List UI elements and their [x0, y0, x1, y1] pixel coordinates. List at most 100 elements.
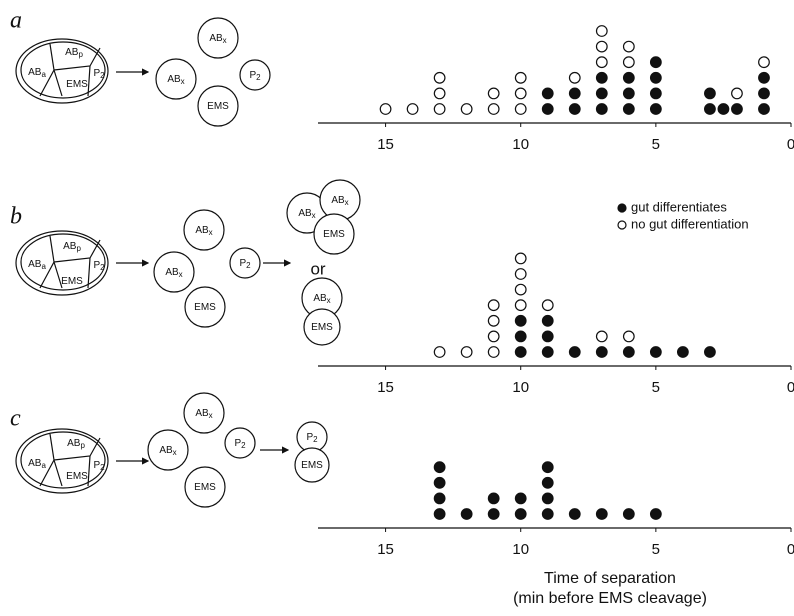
cell-name: EMS	[66, 79, 88, 90]
dot	[434, 73, 445, 84]
legend-label: no gut differentiation	[631, 216, 749, 231]
legend-label: gut differentiates	[631, 199, 727, 214]
cell-label: EMS	[323, 229, 345, 240]
dot-stack	[569, 509, 580, 520]
dot	[624, 331, 635, 342]
dot-stack	[461, 104, 472, 115]
dot-stack	[624, 347, 635, 358]
dot-stack	[461, 347, 472, 358]
dot	[488, 509, 499, 520]
dot	[515, 104, 526, 115]
cell-subscript: x	[209, 411, 213, 420]
dot	[624, 88, 635, 99]
x-tick-label: 10	[512, 379, 529, 396]
dot	[569, 347, 580, 358]
cell-subscript: x	[345, 198, 349, 207]
dot-stack	[705, 347, 716, 358]
dot	[488, 300, 499, 311]
dot-stack	[718, 104, 729, 115]
cell-label: P2	[93, 260, 105, 272]
dot	[732, 88, 743, 99]
dot	[651, 73, 662, 84]
panel-label: a	[10, 8, 22, 34]
dot	[542, 88, 553, 99]
dot	[542, 316, 553, 327]
x-axis-sublabel: (min before EMS cleavage)	[513, 590, 707, 607]
dot-stack	[624, 509, 635, 520]
dot	[434, 478, 445, 489]
dot	[597, 104, 608, 115]
cell-subscript: x	[173, 448, 177, 457]
cell-subscript: 2	[313, 435, 318, 444]
page: {"chart_data": [ {"type": "dot", "title"…	[0, 0, 794, 616]
dot	[434, 88, 445, 99]
dot-stack	[651, 509, 662, 520]
dot	[515, 284, 526, 295]
dot	[542, 104, 553, 115]
dot	[624, 41, 635, 52]
dot-stack	[434, 462, 445, 519]
cell-label: EMS	[194, 302, 216, 313]
legend-swatch	[618, 221, 626, 229]
dot	[434, 493, 445, 504]
dot	[515, 88, 526, 99]
cell-subscript: 2	[246, 261, 251, 270]
cell-label: EMS	[311, 322, 333, 333]
dot	[434, 347, 445, 358]
cell-name: AB	[209, 33, 223, 44]
dot	[515, 269, 526, 280]
dot	[542, 462, 553, 473]
cell-name: EMS	[311, 322, 333, 333]
dot	[488, 316, 499, 327]
dot	[624, 347, 635, 358]
dot-stack	[597, 73, 608, 115]
dot-stack	[732, 104, 743, 115]
dot	[407, 104, 418, 115]
dot-stack	[380, 104, 391, 115]
dot	[542, 509, 553, 520]
dot-stack	[542, 316, 553, 358]
panel-label: b	[10, 204, 22, 230]
cell-name: AB	[195, 408, 209, 419]
dot	[542, 347, 553, 358]
dot-stack	[515, 316, 526, 358]
cell-label: P2	[93, 460, 105, 472]
cell-subscript: 2	[100, 263, 105, 272]
dot	[542, 493, 553, 504]
dot	[515, 316, 526, 327]
dot	[759, 104, 770, 115]
cell-label: ABa	[28, 259, 46, 271]
dot	[515, 509, 526, 520]
dot	[678, 347, 689, 358]
dot	[461, 509, 472, 520]
cell-subscript: x	[179, 270, 183, 279]
dot	[651, 57, 662, 68]
cell-subscript: x	[181, 77, 185, 86]
dot-stack	[515, 73, 526, 115]
cell-label: ABp	[67, 438, 85, 450]
dot	[597, 73, 608, 84]
dot-stack	[651, 347, 662, 358]
dot	[651, 509, 662, 520]
cell-name: AB	[28, 259, 42, 270]
dot	[597, 509, 608, 520]
dot-stack	[488, 493, 499, 519]
dot	[515, 73, 526, 84]
or-label: or	[310, 259, 325, 278]
dot	[488, 88, 499, 99]
cell-name: AB	[165, 267, 179, 278]
dot-stack	[407, 104, 418, 115]
cell-name: AB	[28, 67, 42, 78]
cell-name: EMS	[301, 460, 323, 471]
cell-name: EMS	[61, 276, 83, 287]
cell-label: EMS	[61, 276, 83, 287]
dot	[597, 331, 608, 342]
cell-name: EMS	[323, 229, 345, 240]
cell-subscript: p	[80, 441, 85, 450]
cell-subscript: a	[41, 70, 46, 79]
dot-stack	[597, 347, 608, 358]
cell-subscript: p	[78, 50, 83, 59]
cell-label: EMS	[194, 482, 216, 493]
cell-label: EMS	[301, 460, 323, 471]
dot	[569, 88, 580, 99]
